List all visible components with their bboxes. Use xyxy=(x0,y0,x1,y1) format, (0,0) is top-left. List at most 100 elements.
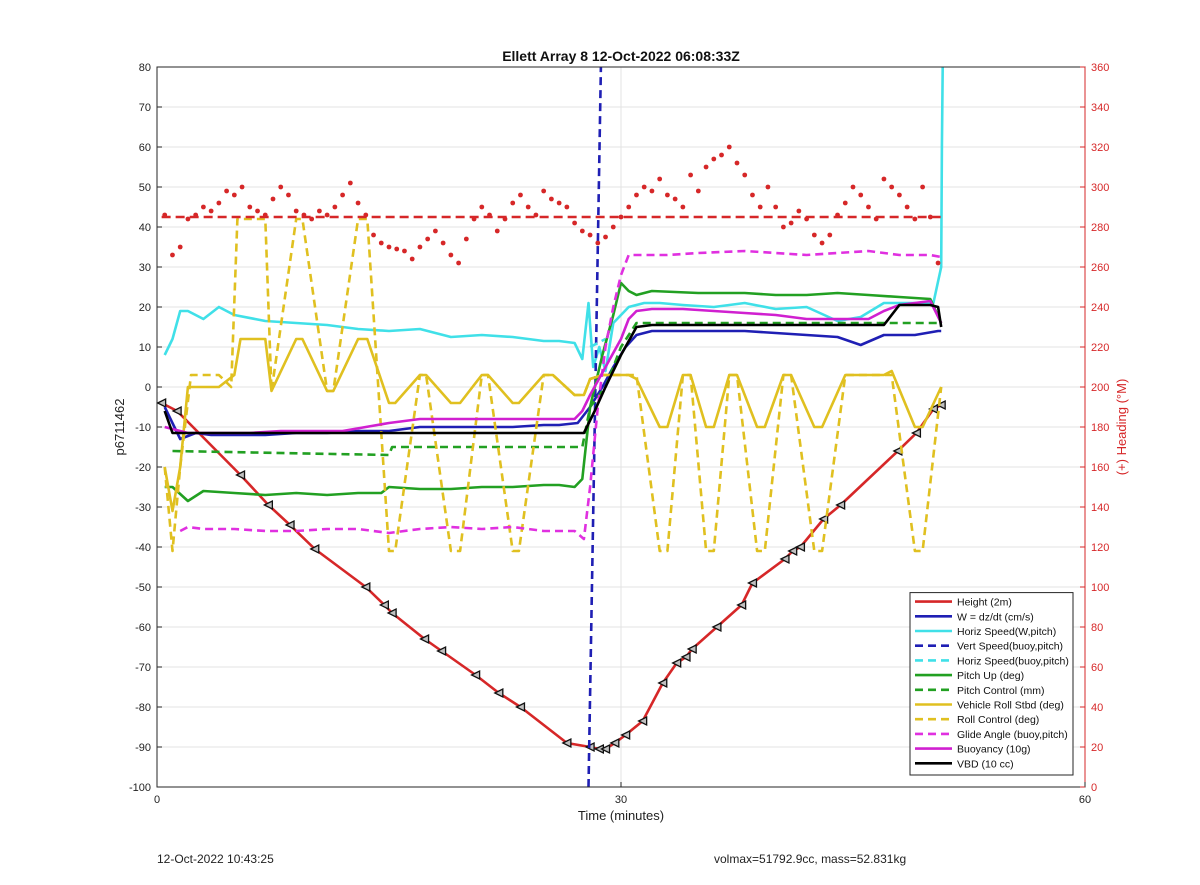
series-marker xyxy=(686,643,697,655)
heading-point xyxy=(711,156,717,162)
y2-tick-label: 120 xyxy=(1091,542,1109,554)
heading-point xyxy=(819,240,825,246)
heading-point xyxy=(572,220,577,226)
heading-point xyxy=(502,216,508,222)
x-tick-label: 0 xyxy=(154,794,160,806)
heading-point xyxy=(185,216,191,222)
y2-tick-label: 20 xyxy=(1091,742,1103,754)
heading-point xyxy=(703,164,709,170)
series-marker xyxy=(235,469,246,481)
series-line-horiz-speed-buoy-pitch xyxy=(589,337,607,349)
series-marker xyxy=(419,633,430,645)
series-marker xyxy=(671,657,682,669)
heading-point xyxy=(610,224,616,230)
y2-tick-label: 280 xyxy=(1091,222,1109,234)
y2-tick-label: 180 xyxy=(1091,422,1109,434)
heading-point xyxy=(170,252,175,258)
heading-point xyxy=(425,236,431,242)
heading-point xyxy=(479,204,485,210)
y2-tick-label: 140 xyxy=(1091,502,1109,514)
series-marker xyxy=(609,737,620,749)
series-marker xyxy=(935,399,946,411)
heading-point xyxy=(912,216,918,222)
series-line-glide-angle-buoy-pitch xyxy=(179,249,942,541)
heading-point xyxy=(680,204,686,210)
series-marker xyxy=(386,607,397,619)
heading-point xyxy=(216,200,222,206)
heading-point xyxy=(286,192,291,198)
heading-point xyxy=(177,244,183,250)
legend-label-glide-angle-buoy-pitch: Glide Angle (buoy,pitch) xyxy=(957,729,1068,741)
series-line-pitch-control-mm xyxy=(172,321,942,457)
heading-point xyxy=(541,188,547,194)
heading-point xyxy=(734,160,740,166)
series-marker xyxy=(711,621,722,633)
legend-label-horiz-speed-w-pitch: Horiz Speed(W,pitch) xyxy=(957,626,1056,638)
heading-point xyxy=(742,172,748,178)
series-line-vert-speed-buoy-pitch xyxy=(587,66,603,788)
heading-point xyxy=(927,214,933,220)
heading-point xyxy=(634,192,639,198)
heading-point xyxy=(193,212,199,218)
y-tick-label: 50 xyxy=(139,182,151,194)
y-tick-label: -90 xyxy=(135,742,151,754)
series-marker xyxy=(262,499,274,511)
legend-label-roll-control-deg: Roll Control (deg) xyxy=(957,714,1039,726)
heading-point xyxy=(239,184,245,190)
x-tick-label: 60 xyxy=(1079,794,1091,806)
heading-point xyxy=(672,196,678,202)
heading-point xyxy=(456,260,461,266)
series-marker xyxy=(378,599,390,611)
heading-point xyxy=(904,204,910,210)
y-tick-label: -100 xyxy=(129,782,151,794)
y2-tick-label: 100 xyxy=(1091,582,1109,594)
y-tick-label: 70 xyxy=(139,102,151,114)
series-marker xyxy=(360,581,371,593)
heading-point xyxy=(448,252,454,258)
legend-label-buoyancy-10g: Buoyancy (10g) xyxy=(957,744,1031,756)
heading-point xyxy=(301,212,307,218)
heading-point xyxy=(525,204,531,210)
heading-point xyxy=(804,216,809,222)
series-marker xyxy=(779,553,790,565)
series-marker xyxy=(794,541,806,553)
series-line-vbd-10-cc xyxy=(163,303,943,435)
series-marker xyxy=(736,599,747,611)
heading-point xyxy=(873,216,879,222)
heading-point xyxy=(695,188,701,194)
chart-title: Ellett Array 8 12-Oct-2022 06:08:33Z xyxy=(502,48,740,64)
series-marker xyxy=(561,737,572,749)
heading-point xyxy=(208,208,214,214)
heading-point xyxy=(394,246,400,252)
series-line-pitch-up-deg xyxy=(164,281,943,503)
heading-point xyxy=(618,214,624,220)
heading-point xyxy=(518,192,523,198)
series-marker xyxy=(787,545,798,557)
heading-point xyxy=(719,152,724,158)
y2-tick-label: 360 xyxy=(1091,62,1109,74)
heading-point xyxy=(835,212,840,218)
y2-tick-label: 60 xyxy=(1091,662,1103,674)
y2-tick-label: 200 xyxy=(1091,382,1109,394)
series-line-w-dz-dt-cm-s xyxy=(163,329,942,441)
y-tick-label: -70 xyxy=(135,662,151,674)
heading-point xyxy=(811,232,817,238)
heading-point xyxy=(866,204,871,210)
y-tick-label: -60 xyxy=(135,622,151,634)
series-marker xyxy=(747,577,758,589)
legend-label-vehicle-roll-stbd-deg: Vehicle Roll Stbd (deg) xyxy=(957,700,1064,712)
heading-point xyxy=(347,180,353,186)
y2-tick-label: 220 xyxy=(1091,342,1109,354)
heading-point xyxy=(278,184,284,190)
heading-point xyxy=(827,232,833,238)
y2-tick-label: 260 xyxy=(1091,262,1109,274)
y-tick-label: 80 xyxy=(139,62,151,74)
heading-point xyxy=(510,200,516,206)
heading-point xyxy=(317,208,322,214)
y-tick-label: -20 xyxy=(135,462,151,474)
series-marker xyxy=(910,427,922,439)
y-tick-label: 0 xyxy=(145,382,151,394)
y-tick-label: -40 xyxy=(135,542,151,554)
heading-point xyxy=(765,184,771,190)
